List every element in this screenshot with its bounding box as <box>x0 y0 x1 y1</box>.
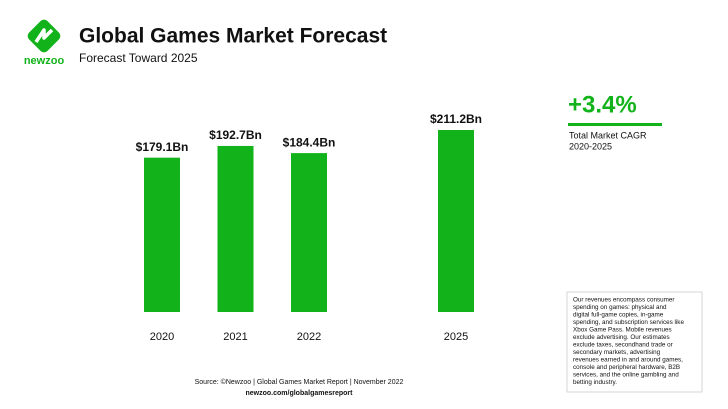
x-tick-label: 2021 <box>223 331 247 343</box>
source: Source: ©Newzoo | Global Games Market Re… <box>195 378 404 386</box>
chart-title: Global Games Market Forecast <box>79 25 387 48</box>
cagr-label: Total Market CAGR <box>569 130 647 140</box>
value-label: $179.1Bn <box>136 140 189 154</box>
bar <box>438 130 474 312</box>
note-line: Xbox Game Pass. Mobile revenues <box>573 327 672 334</box>
logo-glyph <box>34 28 54 43</box>
note-line: revenues earned in and around games, <box>573 357 683 364</box>
cagr-underline <box>568 123 662 126</box>
note-line: betting industry. <box>573 379 617 386</box>
note-line: secondary markets, advertising <box>573 349 661 356</box>
value-label: $184.4Bn <box>283 135 336 149</box>
note-line: digital full-game copies, in-game <box>573 312 664 319</box>
note-line: console and peripheral hardware, B2B <box>573 364 680 371</box>
cagr-value: +3.4% <box>568 91 637 118</box>
cagr-period: 2020-2025 <box>569 141 612 151</box>
note-line: spending, and subscription services like <box>573 319 684 326</box>
bar <box>144 157 180 312</box>
bar <box>291 153 327 312</box>
logo: newzoo <box>24 19 65 67</box>
brand: newzoo <box>24 55 65 67</box>
note-line: services, and the online gambling and <box>573 372 679 379</box>
note-line: exclude advertising. Our estimates <box>573 334 670 341</box>
value-label: $192.7Bn <box>209 128 262 142</box>
value-label: $211.2Bn <box>430 112 482 126</box>
chart-subtitle: Forecast Toward 2025 <box>79 51 198 65</box>
x-tick-label: 2025 <box>444 331 468 343</box>
note-line: spending on games: physical and <box>573 304 667 311</box>
url: newzoo.com/globalgamesreport <box>246 390 354 397</box>
note-line: exclude taxes, secondhand trade or <box>573 342 673 349</box>
note-box <box>566 291 703 393</box>
bar <box>217 145 254 312</box>
note-line: Our revenues encompass consumer <box>573 297 675 304</box>
x-tick-label: 2022 <box>297 331 321 343</box>
x-tick-label: 2020 <box>150 331 174 343</box>
